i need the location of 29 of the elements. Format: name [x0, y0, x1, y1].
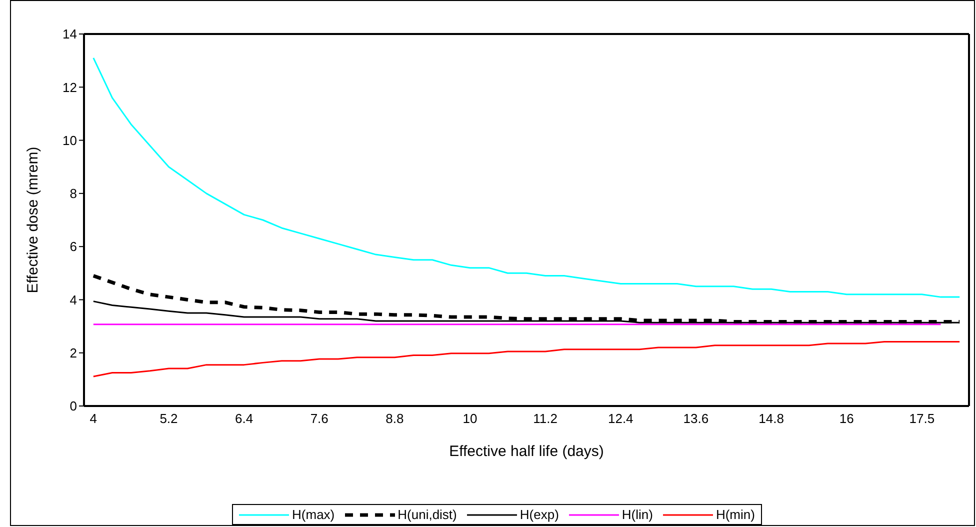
x-tick-label: 10 [462, 411, 478, 426]
x-tick-label: 6.4 [235, 411, 254, 426]
legend-label: H(exp) [520, 507, 559, 522]
x-tick-label: 12.4 [608, 411, 634, 426]
y-tick-label: 2 [70, 345, 77, 360]
y-tick-label: 14 [62, 26, 77, 42]
y-tick-label: 0 [70, 398, 77, 414]
x-tick-label: 8.8 [386, 411, 404, 426]
y-tick-label: 10 [62, 132, 77, 148]
line-series [92, 340, 960, 378]
line-series [92, 57, 960, 298]
x-tick-label: 4 [90, 411, 98, 426]
legend-label: H(lin) [622, 507, 653, 522]
x-tick-label: 17.5 [909, 411, 935, 426]
y-tick-label: 8 [70, 186, 77, 202]
y-tick-label: 6 [70, 239, 77, 254]
x-axis-title: Effective half life (days) [449, 443, 604, 460]
x-tick-label: 16 [839, 411, 854, 426]
x-tick-label: 13.6 [683, 411, 709, 426]
x-tick-label: 11.2 [533, 411, 558, 426]
legend-label: H(uni,dist) [398, 507, 457, 522]
y-axis-title: Effective dose (mrem) [24, 146, 42, 294]
legend-label: H(min) [716, 507, 755, 522]
x-tick-label: 5.2 [160, 411, 178, 426]
y-tick-label: 12 [62, 80, 77, 95]
y-tick-label: 4 [70, 292, 77, 308]
x-tick-label: 14.8 [758, 411, 784, 426]
x-tick-label: 7.6 [310, 411, 328, 426]
legend-label: H(max) [292, 507, 335, 522]
